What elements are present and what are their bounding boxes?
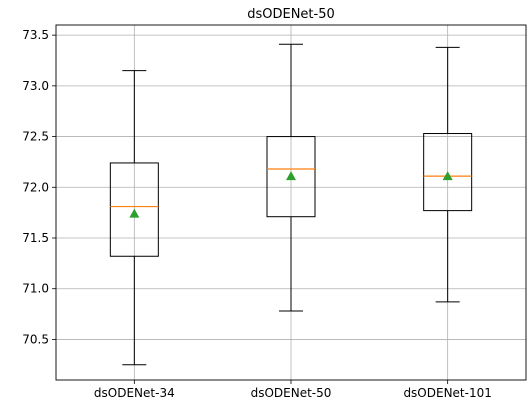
y-tick-label: 71.0 xyxy=(22,282,49,296)
box-group xyxy=(266,43,316,312)
y-tick-label: 71.5 xyxy=(22,231,49,245)
box-iqr xyxy=(109,162,159,257)
x-tick-label: dsODENet-101 xyxy=(403,386,491,400)
box-group xyxy=(109,70,159,366)
mean-marker xyxy=(286,171,296,181)
y-tick-label: 72.5 xyxy=(22,130,49,144)
y-tick-label: 72.0 xyxy=(22,180,49,194)
y-tick-label: 73.5 xyxy=(22,28,49,42)
mean-marker xyxy=(442,171,453,181)
axes: 70.5 71.0 71.5 72.0 72.5 73.0 73.5 dsODENet-34 d… xyxy=(22,24,527,400)
plot-frame xyxy=(55,24,527,381)
boxes xyxy=(109,43,473,366)
mean-marker xyxy=(129,208,140,218)
x-tick-label: dsODENet-50 xyxy=(251,386,332,400)
box-iqr xyxy=(423,133,473,212)
chart-title: dsODENet-50 xyxy=(247,7,335,22)
box-group xyxy=(423,46,473,303)
y-tick-label: 70.5 xyxy=(22,332,49,346)
x-tick-label: dsODENet-34 xyxy=(94,386,175,400)
box-iqr xyxy=(266,136,316,218)
y-tick-label: 73.0 xyxy=(22,79,49,93)
